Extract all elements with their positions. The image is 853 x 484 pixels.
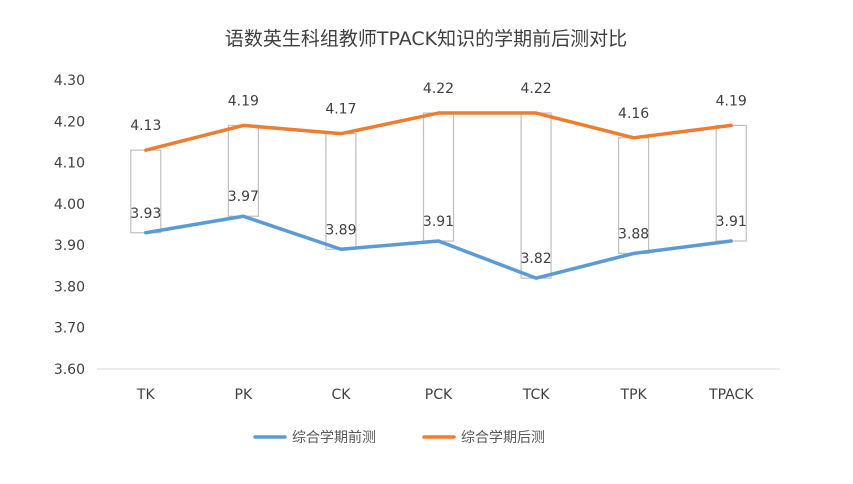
series-line-pre [144, 214, 733, 280]
y-tick-label: 4.00 [54, 197, 85, 213]
data-label-pre: 3.97 [228, 189, 259, 205]
high-low-bar [715, 124, 747, 242]
legend-label: 综合学期前测 [292, 429, 376, 446]
data-label-pre: 3.93 [130, 206, 161, 222]
data-label-pre: 3.88 [618, 226, 649, 242]
data-label-pre: 3.82 [520, 251, 551, 267]
legend-item-pre: 综合学期前测 [253, 429, 376, 446]
y-tick-label: 3.80 [54, 279, 85, 295]
data-label-post: 4.17 [325, 102, 356, 118]
x-tick-label: TPK [620, 387, 648, 403]
y-tick-label: 4.30 [54, 73, 85, 89]
data-label-post: 4.19 [716, 93, 747, 109]
series-lines [144, 111, 733, 280]
data-label-post: 4.13 [130, 118, 161, 134]
y-tick-label: 3.60 [54, 362, 85, 378]
legend-label: 综合学期后测 [461, 430, 545, 446]
chart-title: 语数英生科组教师TPACK知识的学期前后测对比 [225, 28, 627, 50]
x-tick-label: TCK [522, 387, 551, 403]
y-tick-label: 4.10 [54, 156, 85, 172]
data-label-pre: 3.89 [325, 222, 356, 238]
data-label-post: 4.19 [228, 93, 259, 109]
legend-item-post: 综合学期后测 [422, 430, 545, 446]
y-tick-label: 3.90 [54, 238, 85, 254]
legend: 综合学期前测 综合学期后测 [253, 429, 545, 446]
data-label-pre: 3.91 [716, 214, 747, 230]
axes: 3.60 3.70 3.80 3.90 4.00 4.10 4.20 4.30 TK PK CK PC… [54, 73, 780, 403]
y-tick-label: 4.20 [54, 114, 85, 130]
data-label-pre: 3.91 [423, 214, 454, 230]
x-tick-label: PK [235, 387, 253, 403]
data-labels: 4.13 4.19 4.17 4.22 4.22 4.16 4.19 3.93 3.97 3.89… [130, 81, 747, 267]
y-tick-label: 3.70 [54, 321, 85, 337]
data-label-post: 4.22 [520, 81, 551, 97]
high-low-bar [227, 124, 259, 217]
high-low-bar [618, 137, 650, 255]
series-line-post [144, 111, 733, 152]
x-tick-label: CK [331, 387, 351, 403]
high-low-bars [130, 112, 747, 279]
x-tick-label: TPACK [708, 387, 754, 403]
x-tick-label: TK [136, 387, 156, 403]
data-label-post: 4.16 [618, 106, 649, 122]
high-low-bar [520, 112, 552, 279]
data-label-post: 4.22 [423, 81, 454, 97]
x-tick-label: PCK [425, 387, 453, 403]
